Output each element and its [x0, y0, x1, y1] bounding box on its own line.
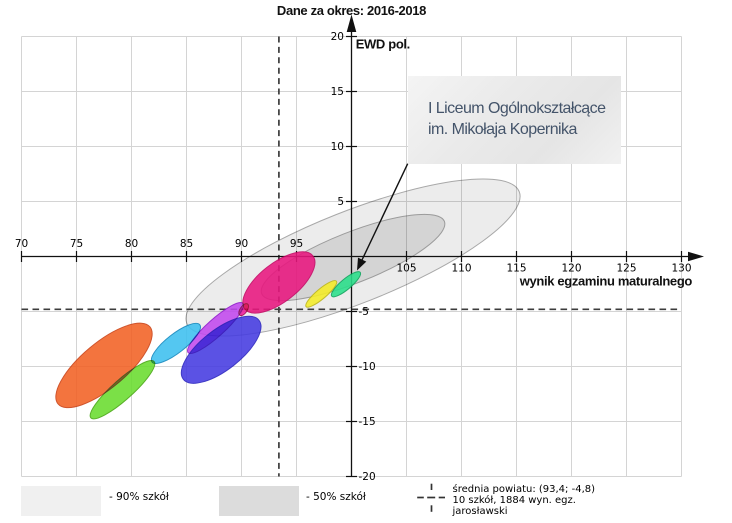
y-tick-label: 20 — [331, 31, 344, 43]
callout-arrow-head — [357, 257, 367, 271]
legend-swatch-90pct — [21, 486, 101, 516]
school-callout-line2: im. Mikołaja Kopernika — [428, 121, 577, 138]
x-tick-label: 110 — [451, 262, 471, 274]
x-tick-label: 95 — [290, 238, 303, 250]
chart-legend: - 90% szkół - 50% szkół średnia powiatu:… — [0, 476, 732, 523]
x-tick-label: 130 — [671, 262, 691, 274]
callout-arrow-line — [358, 163, 409, 266]
legend-label-50pct: - 50% szkół — [306, 491, 366, 503]
school-yellow-ellipse[interactable] — [303, 277, 340, 310]
x-tick-label: 70 — [15, 238, 28, 250]
x-tick-label: 115 — [506, 262, 526, 274]
mean-lines-legend-glyph — [417, 483, 445, 512]
school-callout: I Liceum Ogólnokształcące im. Mikołaja K… — [408, 76, 621, 164]
x-tick-label: 105 — [396, 262, 416, 274]
y-tick-label: 5 — [337, 196, 344, 208]
x-tick-label: 125 — [616, 262, 636, 274]
y-tick-label: -15 — [359, 416, 376, 428]
legend-mean-line3: jarosławski — [452, 505, 508, 517]
x-axis-title: wynik egzaminu maturalnego — [519, 273, 693, 288]
x-tick-label: 90 — [235, 238, 248, 250]
x-tick-label: 80 — [125, 238, 138, 250]
y-tick-label: -10 — [359, 361, 376, 373]
y-tick-label: -20 — [359, 471, 376, 483]
school-crimson-ellipse[interactable] — [237, 302, 251, 317]
school-cyan-ellipse[interactable] — [146, 317, 205, 369]
y-axis-arrow — [346, 14, 357, 32]
school-kopernik-ellipse[interactable] — [328, 268, 363, 300]
school-callout-text: I Liceum Ogólnokształcące im. Mikołaja K… — [408, 76, 621, 141]
legend-swatch-50pct — [218, 486, 299, 516]
school-ellipses-group — [55, 251, 363, 420]
x-tick-label: 75 — [70, 238, 83, 250]
x-tick-label: 120 — [561, 262, 581, 274]
y-tick-label: 15 — [331, 86, 344, 98]
school-callout-line1: I Liceum Ogólnokształcące — [428, 99, 606, 117]
legend-mean-line1: średnia powiatu: (93,4; -4,8) — [452, 483, 596, 495]
legend-label-90pct: - 90% szkół — [109, 491, 169, 503]
y-axis-title: EWD pol. — [356, 36, 410, 51]
mean-lines-legend-text: średnia powiatu: (93,4; -4,8) 10 szkół, … — [453, 484, 596, 517]
x-tick-label: 85 — [180, 238, 193, 250]
y-tick-label: 10 — [331, 141, 344, 153]
chart-title: Dane za okres: 2016-2018 — [277, 3, 426, 18]
y-tick-label: -5 — [359, 306, 369, 318]
x-axis-arrow — [688, 251, 704, 262]
legend-mean-line2: 10 szkół, 1884 wyn. egz. — [452, 494, 576, 506]
